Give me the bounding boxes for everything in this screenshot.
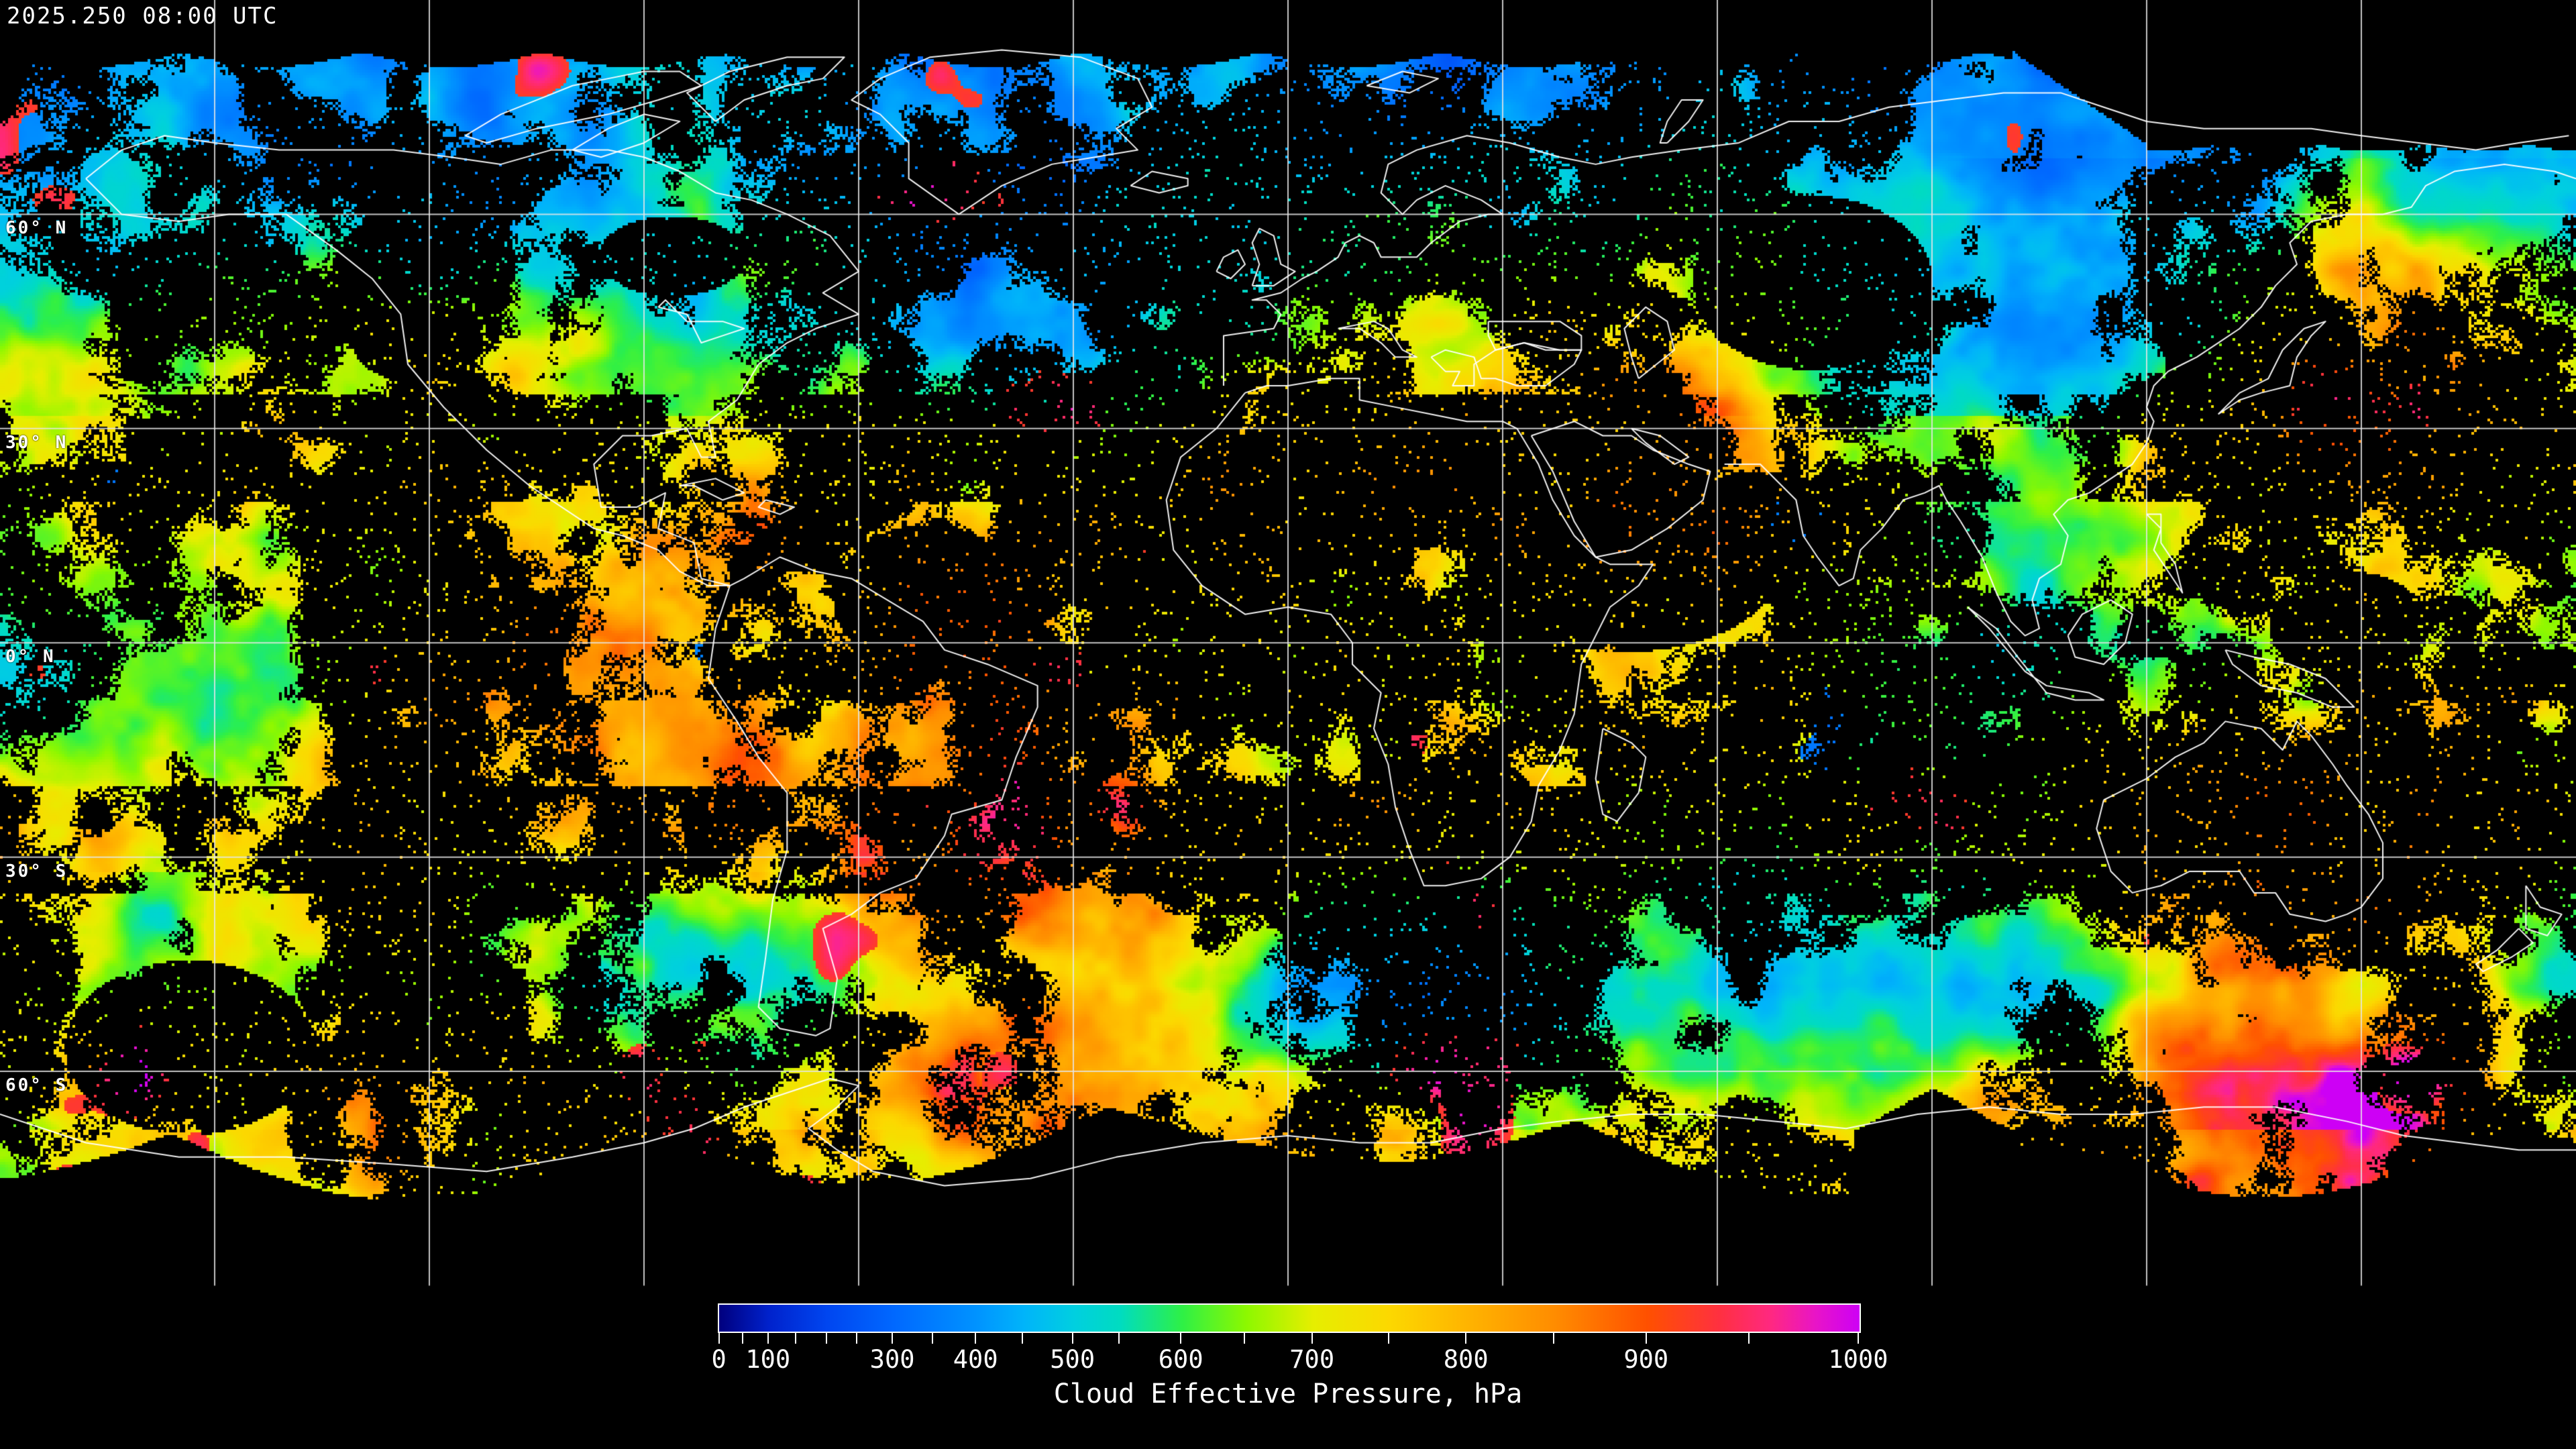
latitude-label: 30° N (5, 432, 68, 453)
colorbar-tick-label: 700 (1289, 1345, 1335, 1374)
colorbar-tick (767, 1333, 769, 1344)
colorbar-tick-label: 1000 (1828, 1345, 1888, 1374)
colorbar-tick-label: 600 (1158, 1345, 1203, 1374)
colorbar-tick (1244, 1333, 1246, 1344)
colorbar-tick (742, 1333, 744, 1344)
colorbar-tick (1465, 1333, 1467, 1344)
colorbar-tick (931, 1333, 933, 1344)
latitude-label: 60° S (5, 1075, 68, 1096)
timestamp: 2025.250 08:00 UTC (7, 3, 278, 30)
colorbar-tick (1118, 1333, 1120, 1344)
colorbar-tick (1645, 1333, 1647, 1344)
colorbar-tick (1071, 1333, 1073, 1344)
colorbar-tick-label: 400 (953, 1345, 998, 1374)
colorbar-tick-label: 800 (1443, 1345, 1489, 1374)
colorbar-tick (1387, 1333, 1389, 1344)
colorbar-tick (825, 1333, 827, 1344)
colorbar-tick (1858, 1333, 1859, 1344)
colorbar-tick (1748, 1333, 1750, 1344)
colorbar-tick (1180, 1333, 1182, 1344)
colorbar-tick (892, 1333, 894, 1344)
latitude-label: 60° N (5, 218, 68, 239)
colorbar-gradient (718, 1303, 1861, 1333)
colorbar-tick (794, 1333, 796, 1344)
colorbar-tick-label: 0 (711, 1345, 727, 1374)
colorbar-tick-label: 500 (1050, 1345, 1095, 1374)
colorbar-tick-label: 100 (745, 1345, 791, 1374)
colorbar-tick (1021, 1333, 1023, 1344)
colorbar-tick (718, 1333, 720, 1344)
latitude-label: 30° S (5, 861, 68, 881)
colorbar-tick (856, 1333, 858, 1344)
colorbar-title: Cloud Effective Pressure, hPa (1053, 1379, 1523, 1409)
colorbar-tick (975, 1333, 977, 1344)
colorbar-tick (1311, 1333, 1313, 1344)
colorbar-tick (1553, 1333, 1555, 1344)
latitude-label: 0° N (5, 647, 56, 667)
colorbar-tick-label: 300 (869, 1345, 915, 1374)
colorbar-tick-label: 900 (1623, 1345, 1669, 1374)
